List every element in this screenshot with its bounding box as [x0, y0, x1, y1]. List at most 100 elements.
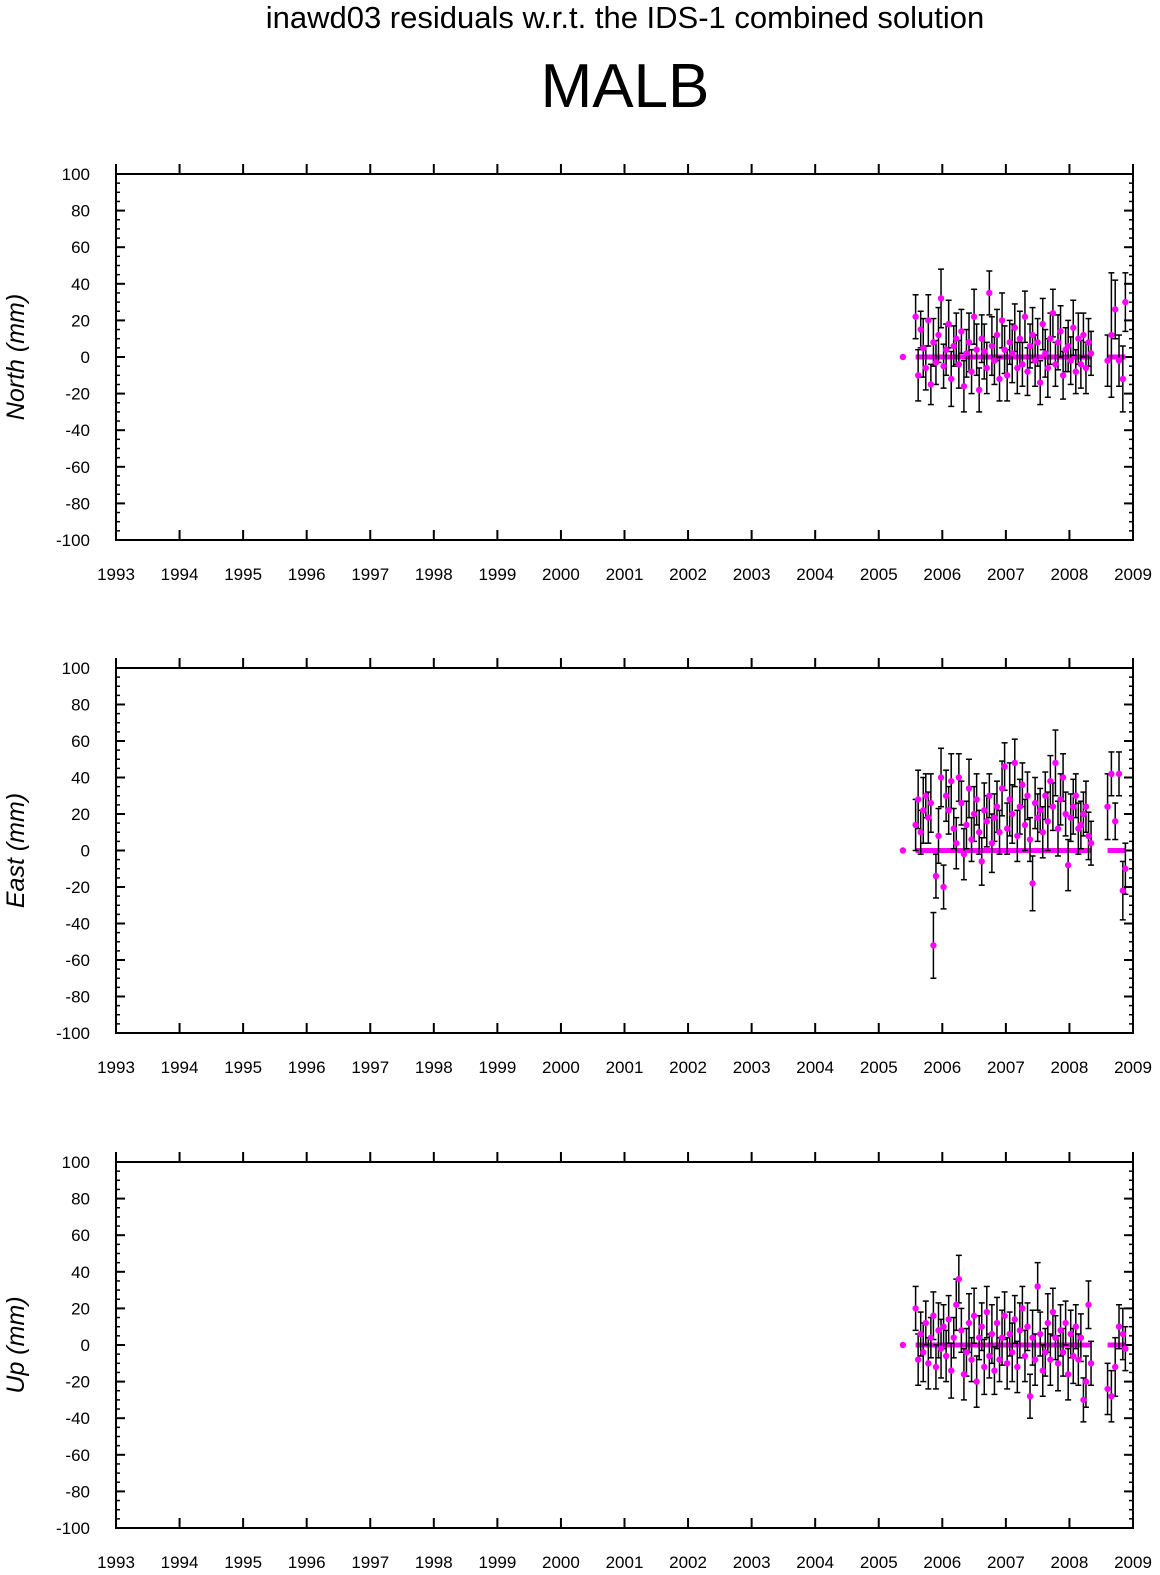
- x-tick-label: 1994: [161, 1058, 199, 1077]
- data-point: [953, 1301, 960, 1308]
- data-point: [917, 829, 924, 836]
- y-tick-label: 40: [71, 769, 90, 788]
- y-tick-label: 40: [71, 275, 90, 294]
- chart-title: MALB: [540, 52, 710, 121]
- y-tick-label: -40: [65, 915, 90, 934]
- x-tick-label: 1994: [161, 565, 199, 584]
- data-point: [963, 350, 970, 357]
- data-point: [942, 346, 950, 353]
- data-point: [1085, 832, 1092, 840]
- y-tick-label: -80: [65, 494, 90, 513]
- data-point: [1034, 339, 1041, 346]
- y-tick-label: 0: [81, 1336, 90, 1355]
- data-point: [1047, 1356, 1054, 1363]
- data-point: [1024, 792, 1031, 799]
- data-point: [993, 803, 1001, 810]
- data-point: [948, 1367, 955, 1374]
- x-tick-label: 2001: [606, 565, 644, 584]
- data-point: [922, 792, 929, 799]
- y-tick-label: -60: [65, 458, 90, 477]
- data-point: [925, 1360, 932, 1367]
- data-point: [1062, 1319, 1069, 1327]
- panel-up: -100 -80 -60 -40 -20 0 20 40 60 80 100 1993 1994 1995…: [2, 1152, 1152, 1572]
- y-tick-label: 20: [71, 311, 90, 330]
- data-point: [1067, 1330, 1074, 1338]
- data-point: [960, 1371, 968, 1378]
- data-point: [1064, 1371, 1072, 1378]
- data-point: [948, 777, 955, 785]
- data-point: [1122, 1345, 1129, 1352]
- y-tick-label: -100: [56, 1519, 90, 1538]
- data-point: [953, 335, 960, 342]
- x-tick-label: 1993: [97, 565, 135, 584]
- data-point: [986, 1352, 993, 1360]
- y-tick-label: -40: [65, 1409, 90, 1428]
- data-point: [1122, 298, 1129, 306]
- data-point: [1016, 1327, 1024, 1334]
- y-tick-label: -20: [65, 385, 90, 404]
- x-tick-label: 2008: [1051, 565, 1089, 584]
- data-point: [1021, 1352, 1029, 1360]
- data-point: [1044, 1319, 1052, 1327]
- y-tick-label: 0: [81, 842, 90, 861]
- y-tick-label: -20: [65, 878, 90, 897]
- data-point: [1047, 335, 1054, 342]
- chart-subtitle: inawd03 residuals w.r.t. the IDS-1 combi…: [265, 0, 985, 35]
- data-point: [1009, 1349, 1016, 1356]
- data-point: [950, 1334, 957, 1341]
- data-point: [983, 364, 991, 372]
- x-tick-label: 1996: [288, 1058, 326, 1077]
- x-tick-label: 1998: [415, 565, 453, 584]
- data-point: [1085, 1301, 1092, 1308]
- data-point: [1080, 331, 1087, 339]
- data-point: [1075, 335, 1082, 342]
- data-point: [1119, 375, 1127, 383]
- data-point: [1067, 357, 1074, 364]
- data-point: [950, 342, 957, 350]
- data-point: [986, 289, 993, 297]
- data-point: [988, 342, 996, 350]
- data-point: [998, 317, 1006, 324]
- data-point: [1019, 361, 1026, 368]
- data-point: [1115, 770, 1123, 778]
- data-point: [1087, 1360, 1095, 1367]
- x-tick-label: 1997: [351, 565, 389, 584]
- x-tick-label: 2000: [542, 565, 580, 584]
- data-point: [899, 847, 907, 854]
- y-axis-label: East (mm): [2, 793, 30, 908]
- data-point: [1054, 339, 1062, 346]
- y-tick-label: -80: [65, 988, 90, 1007]
- data-point: [1039, 320, 1046, 328]
- x-tick-label: 2002: [669, 565, 707, 584]
- data-point: [1080, 810, 1087, 818]
- y-tick-label: -60: [65, 1446, 90, 1465]
- data-point: [940, 1323, 947, 1330]
- data-point: [963, 821, 970, 829]
- x-tick-label: 2008: [1051, 1553, 1089, 1572]
- x-tick-label: 1993: [97, 1058, 135, 1077]
- data-point: [981, 807, 988, 814]
- data-point: [935, 832, 942, 840]
- data-point: [1024, 1323, 1031, 1330]
- data-point: [1104, 357, 1111, 364]
- data-point: [925, 317, 932, 324]
- data-point: [1064, 861, 1072, 869]
- x-tick-label: 2009: [1114, 1058, 1152, 1077]
- y-tick-label: 80: [71, 696, 90, 715]
- data-point: [930, 1312, 937, 1319]
- data-point: [937, 1345, 945, 1352]
- data-point: [1001, 763, 1008, 770]
- data-point: [975, 1334, 983, 1341]
- x-tick-label: 2007: [987, 1058, 1025, 1077]
- data-point: [1016, 335, 1024, 342]
- data-point: [948, 375, 955, 383]
- panel-east: -100 -80 -60 -40 -20 0 20 40 60 80 100 1993 1994 1995…: [2, 658, 1152, 1077]
- data-point: [1115, 357, 1123, 364]
- x-tick-label: 2008: [1051, 1058, 1089, 1077]
- data-point: [955, 1275, 963, 1283]
- data-point: [991, 357, 998, 364]
- data-point: [1070, 1352, 1077, 1360]
- data-point: [983, 818, 991, 825]
- data-point: [1054, 1360, 1062, 1367]
